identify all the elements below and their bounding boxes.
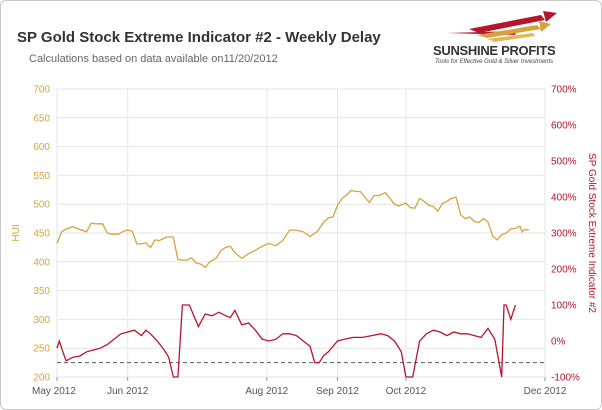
x-tick-label: Oct 2012 (386, 386, 427, 397)
right-tick-label: 500% (551, 157, 577, 168)
brand-logo: SUNSHINE PROFITS Tools for Effective Gol… (433, 7, 583, 71)
series-line-indicator (56, 304, 517, 378)
series-line-hui (56, 189, 530, 269)
right-tick-label: 400% (551, 193, 577, 204)
x-tick-label: Jun 2012 (107, 386, 149, 397)
chart-title: SP Gold Stock Extreme Indicator #2 - Wee… (17, 29, 381, 46)
left-tick-label: 600 (33, 142, 50, 153)
rising-arrows-logo-icon (447, 11, 557, 42)
left-tick-label: 700 (33, 85, 50, 96)
left-tick-label: 200 (33, 373, 50, 384)
left-tick-label: 650 (33, 113, 50, 124)
x-tick-label: Sep 2012 (316, 386, 359, 397)
right-tick-label: 0% (551, 337, 566, 348)
left-axis-ticks: 200 250 300 350 400 450 500 550 600 650 700 (33, 85, 50, 384)
chart-subtitle: Calculations based on data available on1… (29, 53, 278, 65)
x-axis-ticks: May 2012 Jun 2012 Aug 2012 Sep 2012 Oct 2012… (32, 377, 567, 397)
left-tick-label: 400 (33, 257, 50, 268)
left-tick-label: 250 (33, 344, 50, 355)
left-tick-label: 300 (33, 315, 50, 326)
left-tick-label: 350 (33, 286, 50, 297)
right-tick-label: 700% (551, 85, 577, 96)
left-tick-label: 550 (33, 171, 50, 182)
right-tick-label: -100% (551, 373, 580, 384)
x-tick-label: Aug 2012 (245, 386, 288, 397)
x-tick-label: Dec 2012 (524, 386, 567, 397)
right-tick-label: 100% (551, 301, 577, 312)
right-tick-label: 200% (551, 265, 577, 276)
right-tick-label: 300% (551, 229, 577, 240)
right-axis-label: SP Gold Stock Extreme Indicator #2 (586, 153, 597, 313)
brand-tagline: Tools for Effective Gold & Silver Invest… (435, 59, 554, 65)
left-tick-label: 450 (33, 229, 50, 240)
x-tick-label: May 2012 (32, 386, 76, 397)
brand-name: SUNSHINE PROFITS (433, 43, 556, 58)
left-tick-label: 500 (33, 200, 50, 211)
grid-lines (56, 88, 546, 378)
right-axis-ticks: -100% 0% 100% 200% 300% 400% 500% 600% 700% (551, 85, 580, 384)
left-axis-label: HUI (11, 224, 22, 241)
right-tick-label: 600% (551, 121, 577, 132)
